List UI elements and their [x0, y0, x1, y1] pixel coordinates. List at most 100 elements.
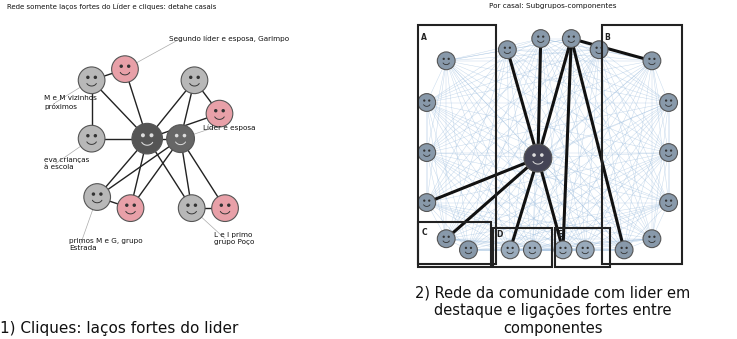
Circle shape	[437, 52, 455, 70]
Bar	[555, 227, 610, 266]
Circle shape	[132, 123, 162, 154]
Circle shape	[423, 99, 425, 102]
Circle shape	[573, 36, 575, 38]
Text: M e M vizinhos
próximos: M e M vizinhos próximos	[44, 95, 97, 109]
Circle shape	[540, 153, 544, 157]
Circle shape	[643, 52, 661, 70]
Circle shape	[576, 241, 594, 259]
Circle shape	[562, 30, 580, 47]
Circle shape	[423, 199, 425, 202]
Circle shape	[660, 94, 677, 112]
Circle shape	[437, 230, 455, 247]
Circle shape	[465, 247, 467, 249]
Circle shape	[532, 30, 550, 47]
Circle shape	[78, 125, 105, 152]
Circle shape	[125, 203, 128, 207]
Circle shape	[447, 236, 450, 238]
Text: L e I primo
grupo Poço: L e I primo grupo Poço	[214, 232, 254, 245]
Circle shape	[532, 153, 536, 157]
Circle shape	[559, 247, 562, 249]
Circle shape	[197, 76, 200, 79]
Text: 1) Cliques: laços fortes do lider: 1) Cliques: laços fortes do lider	[0, 321, 238, 336]
Circle shape	[220, 203, 223, 207]
Circle shape	[601, 46, 603, 49]
Circle shape	[133, 203, 136, 207]
Circle shape	[595, 46, 598, 49]
Circle shape	[94, 134, 97, 137]
Circle shape	[99, 192, 102, 196]
Text: eva crianças
à escola: eva crianças à escola	[44, 157, 90, 170]
Bar	[419, 222, 491, 266]
Circle shape	[175, 134, 178, 137]
Circle shape	[554, 241, 572, 259]
Circle shape	[660, 194, 677, 212]
Circle shape	[206, 100, 233, 127]
Circle shape	[86, 76, 90, 79]
Circle shape	[212, 195, 238, 221]
Circle shape	[501, 241, 519, 259]
Text: B: B	[604, 33, 610, 42]
Circle shape	[665, 199, 667, 202]
Circle shape	[590, 41, 608, 59]
Circle shape	[84, 184, 111, 211]
Circle shape	[626, 247, 628, 249]
Circle shape	[183, 134, 186, 137]
Circle shape	[91, 192, 95, 196]
Text: A: A	[421, 33, 427, 42]
Bar	[602, 25, 682, 264]
Circle shape	[587, 247, 589, 249]
Circle shape	[567, 36, 570, 38]
Circle shape	[506, 247, 509, 249]
Bar	[494, 227, 552, 266]
Circle shape	[194, 203, 198, 207]
Text: D: D	[496, 231, 503, 239]
Text: Rede somente laços fortes do Líder e cliques: detahe casais: Rede somente laços fortes do Líder e cli…	[7, 3, 217, 10]
Circle shape	[141, 133, 145, 137]
Text: 2) Rede da comunidade com lider em
destaque e ligações fortes entre
componentes: 2) Rede da comunidade com lider em desta…	[415, 286, 691, 336]
Circle shape	[117, 195, 144, 221]
Text: C: C	[421, 227, 427, 237]
Circle shape	[111, 56, 139, 82]
Circle shape	[423, 149, 425, 152]
Bar	[419, 25, 496, 264]
Text: primos M e G, grupo
Estrada: primos M e G, grupo Estrada	[69, 238, 143, 251]
Circle shape	[511, 247, 514, 249]
Circle shape	[428, 99, 430, 102]
Circle shape	[460, 241, 478, 259]
Circle shape	[649, 236, 651, 238]
Circle shape	[178, 195, 205, 221]
Circle shape	[670, 199, 672, 202]
Circle shape	[542, 36, 545, 38]
Circle shape	[653, 58, 656, 60]
Circle shape	[581, 247, 584, 249]
Circle shape	[660, 144, 677, 161]
Text: Segundo líder e esposa, Garimpo: Segundo líder e esposa, Garimpo	[170, 35, 290, 42]
Circle shape	[94, 76, 97, 79]
Circle shape	[418, 194, 436, 212]
Circle shape	[127, 64, 130, 68]
Circle shape	[665, 149, 667, 152]
Circle shape	[621, 247, 623, 249]
Text: Por casal: Subgrupos-componentes: Por casal: Subgrupos-componentes	[489, 3, 616, 9]
Circle shape	[503, 46, 506, 49]
Circle shape	[189, 76, 192, 79]
Circle shape	[418, 144, 436, 161]
Circle shape	[181, 67, 208, 94]
Circle shape	[86, 134, 90, 137]
Circle shape	[670, 99, 672, 102]
Circle shape	[509, 46, 511, 49]
Circle shape	[186, 203, 189, 207]
Circle shape	[534, 247, 536, 249]
Circle shape	[214, 109, 217, 113]
Circle shape	[615, 241, 633, 259]
Circle shape	[227, 203, 231, 207]
Circle shape	[537, 36, 539, 38]
Circle shape	[665, 99, 667, 102]
Text: Líder e esposa: Líder e esposa	[203, 124, 255, 131]
Text: E: E	[557, 231, 562, 239]
Circle shape	[167, 125, 195, 153]
Circle shape	[442, 58, 445, 60]
Circle shape	[649, 58, 651, 60]
Circle shape	[222, 109, 225, 113]
Circle shape	[469, 247, 472, 249]
